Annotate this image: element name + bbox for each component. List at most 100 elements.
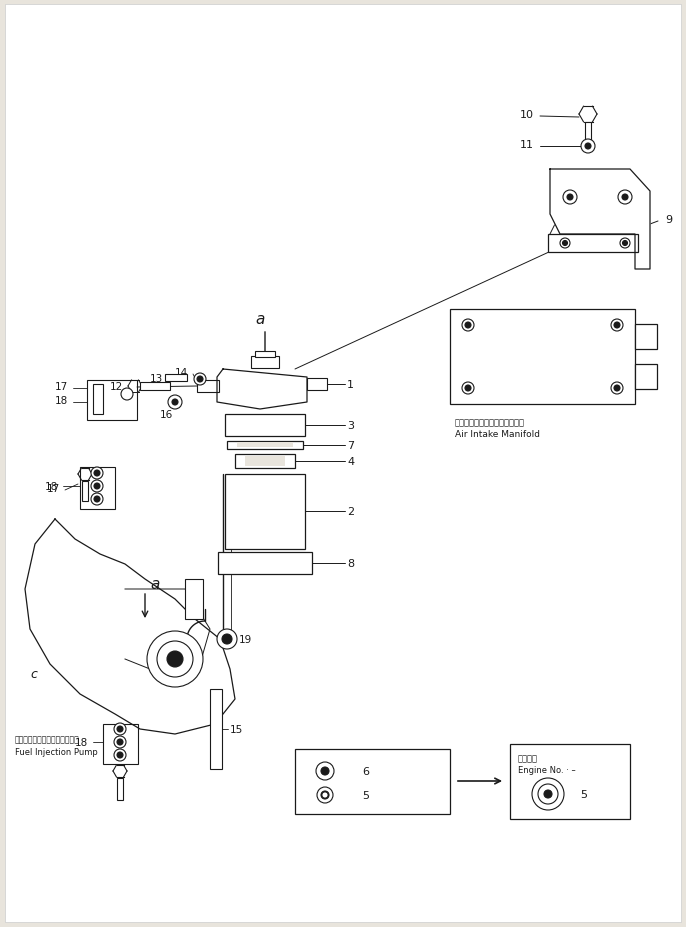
Circle shape <box>560 239 570 248</box>
Circle shape <box>222 634 232 644</box>
Bar <box>255 351 275 358</box>
Circle shape <box>622 195 628 201</box>
Text: 5: 5 <box>580 789 587 799</box>
Bar <box>82 481 88 502</box>
Text: 12: 12 <box>110 382 123 391</box>
Circle shape <box>121 388 133 400</box>
Bar <box>295 749 450 814</box>
Polygon shape <box>550 170 650 270</box>
Circle shape <box>581 140 595 154</box>
Bar <box>87 381 137 421</box>
Circle shape <box>585 144 591 150</box>
Circle shape <box>117 726 123 732</box>
Text: 16: 16 <box>160 410 174 420</box>
Text: 適用号機: 適用号機 <box>518 754 538 763</box>
Bar <box>140 383 170 390</box>
Circle shape <box>117 752 123 758</box>
Circle shape <box>91 480 103 492</box>
Text: 18: 18 <box>55 396 68 405</box>
Circle shape <box>114 749 126 761</box>
Polygon shape <box>25 519 235 734</box>
Bar <box>80 467 115 510</box>
Bar <box>225 475 305 550</box>
Bar <box>93 385 103 414</box>
Bar <box>218 552 312 575</box>
Text: 9: 9 <box>665 215 672 224</box>
Bar <box>117 778 123 800</box>
Circle shape <box>563 191 577 205</box>
Text: c: c <box>30 667 37 680</box>
Bar <box>165 375 187 382</box>
Text: 5: 5 <box>362 790 369 800</box>
Circle shape <box>157 641 193 678</box>
Text: 10: 10 <box>520 110 534 120</box>
Circle shape <box>91 493 103 505</box>
Circle shape <box>167 652 183 667</box>
Text: Engine No. · –: Engine No. · – <box>518 766 576 775</box>
Circle shape <box>465 323 471 329</box>
Text: Fuel Injection Pump: Fuel Injection Pump <box>15 748 97 756</box>
Circle shape <box>462 383 474 395</box>
Circle shape <box>94 484 100 489</box>
Bar <box>307 378 327 390</box>
Text: 1: 1 <box>347 379 354 389</box>
Bar <box>197 381 219 392</box>
Circle shape <box>114 723 126 735</box>
Circle shape <box>172 400 178 405</box>
Circle shape <box>117 739 123 745</box>
Circle shape <box>462 320 474 332</box>
Circle shape <box>217 629 237 649</box>
Circle shape <box>620 239 630 248</box>
Text: 2: 2 <box>347 506 354 516</box>
Text: 14: 14 <box>175 368 188 377</box>
Text: 18: 18 <box>45 481 58 491</box>
Bar <box>635 364 657 389</box>
Bar <box>235 454 295 468</box>
Text: a: a <box>150 577 159 591</box>
Circle shape <box>611 383 623 395</box>
Text: 18: 18 <box>75 737 88 747</box>
Bar <box>210 690 222 769</box>
Circle shape <box>194 374 206 386</box>
Text: 13: 13 <box>150 374 163 384</box>
Bar <box>103 724 138 764</box>
Text: 6: 6 <box>362 767 369 776</box>
Text: エアーインテークマニホールド: エアーインテークマニホールド <box>455 418 525 427</box>
Circle shape <box>316 762 334 781</box>
Circle shape <box>614 386 620 391</box>
Text: 11: 11 <box>520 140 534 150</box>
Bar <box>245 456 285 466</box>
Text: 7: 7 <box>347 440 354 451</box>
Circle shape <box>322 793 328 798</box>
Circle shape <box>94 471 100 476</box>
Bar <box>548 235 638 253</box>
Circle shape <box>465 386 471 391</box>
Circle shape <box>614 323 620 329</box>
Bar <box>185 579 203 619</box>
Circle shape <box>611 320 623 332</box>
Bar <box>510 744 630 819</box>
Text: 17: 17 <box>47 484 60 493</box>
Circle shape <box>321 768 329 775</box>
Bar <box>225 414 305 437</box>
Circle shape <box>563 241 567 247</box>
Circle shape <box>622 241 628 247</box>
Circle shape <box>321 791 329 799</box>
Text: 19: 19 <box>239 634 252 644</box>
Circle shape <box>147 631 203 687</box>
Text: 3: 3 <box>347 421 354 430</box>
Bar <box>635 324 657 349</box>
Circle shape <box>532 778 564 810</box>
Bar <box>585 123 591 145</box>
Text: フェルインジェクションポンプ: フェルインジェクションポンプ <box>15 735 80 743</box>
Circle shape <box>538 784 558 804</box>
Circle shape <box>168 396 182 410</box>
Circle shape <box>91 467 103 479</box>
Circle shape <box>618 191 632 205</box>
Circle shape <box>567 195 573 201</box>
Circle shape <box>317 787 333 803</box>
Bar <box>251 357 279 369</box>
Circle shape <box>197 376 203 383</box>
Circle shape <box>114 736 126 748</box>
Text: 17: 17 <box>55 382 68 391</box>
